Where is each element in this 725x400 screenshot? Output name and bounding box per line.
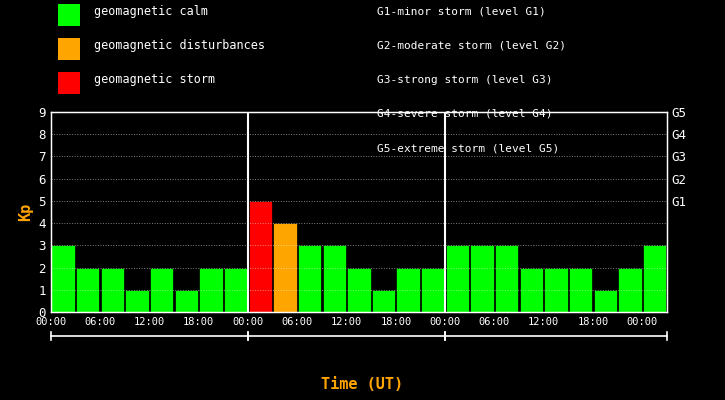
- Bar: [347, 268, 370, 312]
- Text: G1-minor storm (level G1): G1-minor storm (level G1): [377, 7, 546, 17]
- Text: geomagnetic storm: geomagnetic storm: [94, 74, 215, 86]
- Bar: [273, 223, 297, 312]
- Text: G4-severe storm (level G4): G4-severe storm (level G4): [377, 109, 552, 119]
- Bar: [249, 201, 272, 312]
- Bar: [298, 245, 321, 312]
- Text: G2-moderate storm (level G2): G2-moderate storm (level G2): [377, 41, 566, 51]
- Text: Time (UT): Time (UT): [321, 377, 404, 392]
- Bar: [544, 268, 568, 312]
- Bar: [101, 268, 124, 312]
- Text: G5-extreme storm (level G5): G5-extreme storm (level G5): [377, 143, 559, 153]
- Bar: [569, 268, 592, 312]
- Bar: [51, 245, 75, 312]
- Bar: [125, 290, 149, 312]
- Text: geomagnetic calm: geomagnetic calm: [94, 6, 208, 18]
- Bar: [471, 245, 494, 312]
- Bar: [372, 290, 395, 312]
- Bar: [76, 268, 99, 312]
- Bar: [520, 268, 543, 312]
- Text: geomagnetic disturbances: geomagnetic disturbances: [94, 40, 265, 52]
- Bar: [224, 268, 247, 312]
- Bar: [323, 245, 346, 312]
- Bar: [397, 268, 420, 312]
- Bar: [175, 290, 198, 312]
- Bar: [594, 290, 617, 312]
- Bar: [618, 268, 642, 312]
- Bar: [446, 245, 469, 312]
- Bar: [643, 245, 666, 312]
- Bar: [421, 268, 444, 312]
- Bar: [199, 268, 223, 312]
- Text: G3-strong storm (level G3): G3-strong storm (level G3): [377, 75, 552, 85]
- Bar: [495, 245, 518, 312]
- Y-axis label: Kp: Kp: [18, 203, 33, 221]
- Bar: [150, 268, 173, 312]
